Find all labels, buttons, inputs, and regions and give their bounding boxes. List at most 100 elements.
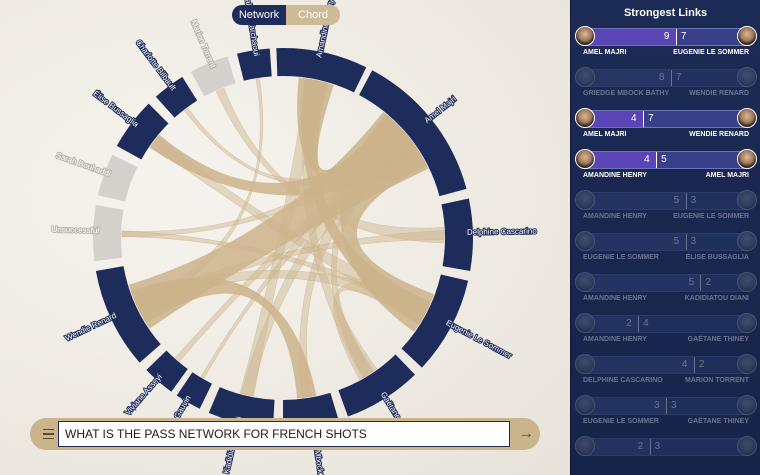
player-avatar-left	[575, 67, 595, 87]
network-tab[interactable]: Network	[232, 5, 286, 25]
chord-ribbon[interactable]	[184, 107, 416, 185]
player-avatar-right	[737, 436, 757, 456]
link-row[interactable]: 4 5 AMANDINE HENRY AMEL MAJRI	[571, 149, 760, 190]
link-left-value: 5	[673, 236, 680, 247]
link-bar-divider	[685, 234, 687, 250]
link-row[interactable]: 5 2 AMANDINE HENRY KADIDIATOU DIANI	[571, 272, 760, 313]
chord-segment[interactable]	[208, 387, 275, 428]
player-avatar-right	[737, 231, 757, 251]
link-bar-divider	[649, 439, 651, 455]
link-bar-fill	[584, 234, 686, 250]
link-right-value: 7	[675, 72, 682, 83]
link-row[interactable]: 2 4 AMANDINE HENRY GAËTANE THINEY	[571, 313, 760, 354]
link-bar-fill	[584, 70, 671, 86]
chord-label: Eugenie Le Sommer	[445, 318, 514, 360]
link-row[interactable]: 4 2 DELPHINE CASCARINO MARION TORRENT	[571, 354, 760, 395]
query-input[interactable]: WHAT IS THE PASS NETWORK FOR FRENCH SHOT…	[58, 421, 510, 447]
chord-ribbon[interactable]	[121, 131, 415, 237]
chord-stage: Amandine Henry Amel Majri Delphine Cascari…	[0, 0, 570, 475]
player-avatar-right	[737, 354, 757, 374]
player-avatar-left	[575, 313, 595, 333]
link-left-value: 4	[644, 154, 650, 165]
chord-segment[interactable]	[237, 48, 272, 81]
link-bar-fill	[584, 398, 666, 414]
player-avatar-left	[575, 354, 595, 374]
player-avatar-left	[575, 272, 595, 292]
link-bar-divider	[666, 398, 667, 414]
chord-ribbon[interactable]	[150, 136, 431, 324]
link-bar-divider	[700, 275, 702, 291]
chord-ribbon[interactable]	[121, 230, 428, 319]
link-bar-fill	[584, 439, 650, 455]
link-right-name: WENDIE RENARD	[689, 90, 749, 97]
link-right-name: EUGENIE LE SOMMER	[673, 213, 749, 220]
link-right-name: MARION TORRENT	[684, 377, 749, 384]
links-list: 9 7 AMEL MAJRI EUGENIE LE SOMMER 8 7 GRIEDGE M…	[571, 26, 760, 475]
chord-ribbon[interactable]	[240, 127, 418, 397]
link-left-name: AMANDINE HENRY	[583, 172, 647, 179]
link-left-name: AMEL MAJRI	[583, 49, 627, 56]
send-arrow-icon[interactable]: →	[518, 425, 534, 442]
chord-segment[interactable]	[441, 198, 474, 271]
link-right-value: 3	[671, 400, 677, 411]
link-row[interactable]: 9 7 AMEL MAJRI EUGENIE LE SOMMER	[571, 26, 760, 67]
player-avatar-right	[737, 272, 757, 292]
link-left-value: 5	[688, 277, 694, 288]
view-toggle[interactable]: Network Chord	[232, 5, 340, 25]
link-bar-divider	[685, 193, 687, 209]
link-left-name: GRIEDGE MBOCK BATHY	[583, 90, 670, 97]
chord-label: Wendie Renard	[64, 311, 118, 343]
chord-ribbon[interactable]	[134, 230, 445, 314]
link-right-name: AMEL MAJRI	[705, 172, 749, 179]
player-avatar-right	[737, 149, 757, 169]
link-left-value: 8	[658, 72, 665, 83]
link-row[interactable]: 8 7 GRIEDGE MBOCK BATHY WENDIE RENARD	[571, 67, 760, 108]
chord-segment[interactable]	[93, 205, 124, 262]
chord-segment[interactable]	[176, 372, 212, 409]
chord-ribbon[interactable]	[239, 78, 327, 397]
link-right-name: GAËTANE THINEY	[687, 336, 749, 343]
link-row[interactable]: 3 3 EUGENIE LE SOMMER GAËTANE THINEY	[571, 395, 760, 436]
chord-label: Unsuccessful	[51, 225, 99, 235]
chord-label: Amel Majri	[423, 94, 458, 125]
chord-segment[interactable]	[276, 48, 367, 93]
chord-label: Viviane Asseyi	[123, 372, 164, 417]
chord-segment[interactable]	[97, 154, 138, 202]
query-bar: WHAT IS THE PASS NETWORK FOR FRENCH SHOT…	[30, 418, 540, 450]
link-row[interactable]: 4 7 AMEL MAJRI WENDIE RENARD	[571, 108, 760, 149]
chord-label: Sarah Bouhaddi	[55, 151, 112, 179]
chord-segment[interactable]	[155, 76, 198, 118]
link-row[interactable]: 5 3 EUGENIE LE SOMMER ÉLISE BUSSAGLIA	[571, 231, 760, 272]
link-bar-divider	[675, 29, 677, 45]
link-row[interactable]: 5 3 AMANDINE HENRY EUGENIE LE SOMMER	[571, 190, 760, 231]
link-bar-fill	[584, 111, 644, 127]
chord-ribbon[interactable]	[133, 270, 430, 322]
chord-tab[interactable]: Chord	[286, 5, 340, 25]
chord-segment[interactable]	[338, 354, 415, 417]
link-bar-divider	[670, 70, 672, 86]
menu-icon[interactable]	[36, 422, 60, 446]
chord-ribbon[interactable]	[333, 281, 432, 381]
chord-segment[interactable]	[95, 266, 161, 363]
link-left-value: 3	[654, 400, 660, 411]
chord-segment[interactable]	[401, 274, 469, 368]
chord-ribbon[interactable]	[174, 127, 418, 362]
chord-ribbon[interactable]	[130, 277, 317, 399]
chord-segment[interactable]	[359, 70, 467, 197]
chord-label: Charlotte Bilbault	[134, 38, 178, 93]
chord-segment[interactable]	[116, 103, 169, 160]
chord-segment[interactable]	[190, 56, 236, 97]
link-right-value: 3	[690, 236, 697, 247]
chord-segment[interactable]	[146, 350, 188, 392]
link-bar-fill	[584, 357, 694, 373]
player-avatar-right	[737, 26, 757, 46]
link-left-value: 4	[681, 359, 688, 370]
